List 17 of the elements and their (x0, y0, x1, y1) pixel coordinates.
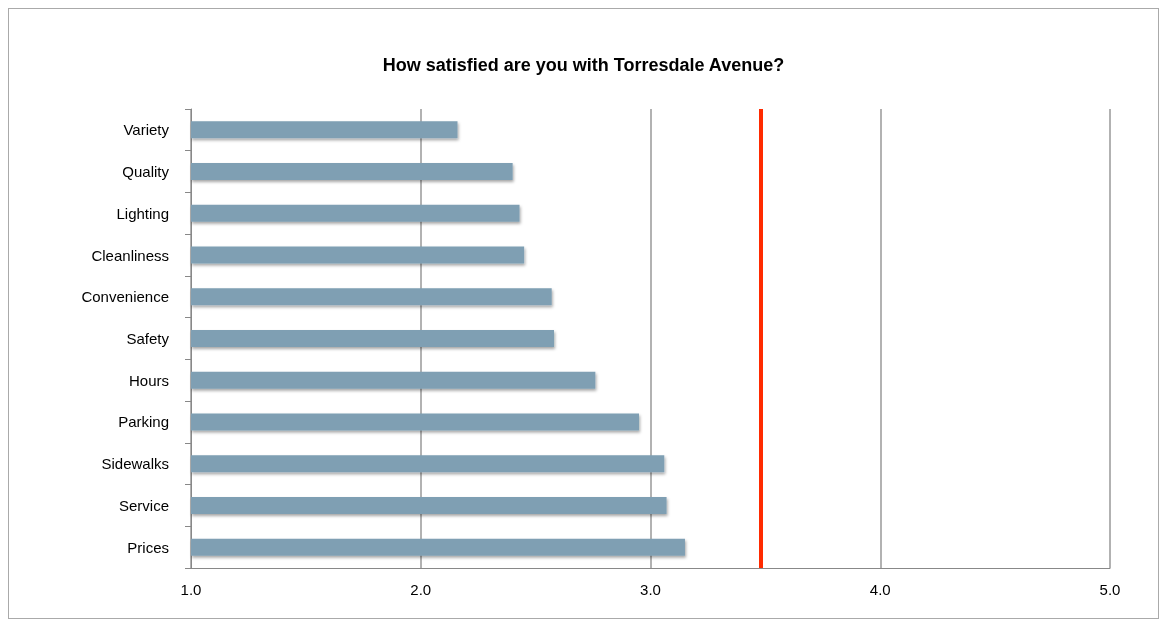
y-tick-label: Variety (123, 121, 170, 139)
chart-title: How satisfied are you with Torresdale Avenue? (382, 55, 785, 75)
x-tick-label: 5.0 (1099, 581, 1121, 598)
y-tick-label: Safety (126, 330, 170, 347)
y-tick-label: Parking (118, 413, 169, 431)
y-tick-label: Cleanliness (91, 246, 169, 264)
x-tick-label: 4.0 (869, 581, 891, 598)
y-tick-label: Lighting (116, 204, 169, 222)
y-tick-label: Sidewalks (101, 455, 169, 473)
x-tick-label: 2.0 (410, 581, 432, 598)
y-tick-label: Prices (127, 538, 169, 556)
y-tick-label: Service (118, 496, 169, 514)
x-tick-label: 3.0 (640, 581, 661, 598)
y-tick-label: Convenience (81, 288, 169, 306)
y-tick-label: Quality (122, 163, 170, 181)
y-tick-label: Hours (128, 371, 169, 389)
x-tick-label: 1.0 (180, 581, 202, 598)
